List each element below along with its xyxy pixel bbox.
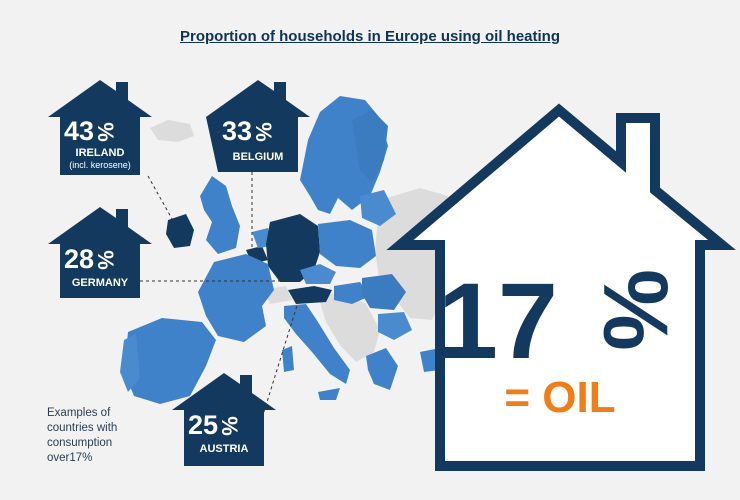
map-region-sardinia <box>282 346 294 372</box>
percent-icon: % <box>217 416 242 436</box>
map-region-germany <box>266 214 320 282</box>
house-icon <box>48 207 152 298</box>
callout-germany: 28 % GERMANY <box>48 207 152 298</box>
footnote: Examples of countries with consumption o… <box>47 406 157 466</box>
page-title: Proportion of households in Europe using… <box>180 28 560 45</box>
callout-austria: 25 % AUSTRIA <box>172 373 276 466</box>
map-region-balkans <box>318 292 380 362</box>
headline-percent-icon: % <box>584 269 686 351</box>
footnote-line: over17% <box>47 452 93 464</box>
house-icon <box>48 80 152 175</box>
map-region-greece <box>366 348 398 390</box>
map-region-sicily <box>318 388 340 400</box>
headline-house: 17 % = OIL <box>386 103 736 471</box>
callout-country: GERMANY <box>72 277 129 289</box>
callout-ireland: 43 % IRELAND (incl. kerosene) <box>48 80 152 175</box>
callout-country: BELGIUM <box>233 151 284 163</box>
map-region-italy <box>284 304 350 384</box>
callout-value: 33 <box>222 116 252 146</box>
headline-caption: = OIL <box>504 373 615 422</box>
map-region-austria <box>288 286 332 304</box>
callout-country: AUSTRIA <box>200 443 249 455</box>
europe-map <box>120 96 470 404</box>
footnote-line: consumption <box>47 437 113 449</box>
callout-country: IRELAND <box>76 147 125 159</box>
callout-value: 43 <box>64 116 94 146</box>
map-region-bulgaria <box>378 312 412 340</box>
callout-value: 28 <box>64 244 94 274</box>
house-body <box>218 117 298 172</box>
map-region-ireland <box>166 214 194 248</box>
map-region-uk <box>200 176 240 254</box>
map-region-romania <box>362 274 406 310</box>
headline-value: 17 <box>438 260 558 381</box>
house-icon <box>172 373 276 466</box>
map-region-france <box>198 254 274 342</box>
callout-value: 25 <box>188 410 218 440</box>
percent-icon: % <box>93 250 118 270</box>
percent-icon: % <box>93 122 118 142</box>
map-region-poland <box>318 220 376 268</box>
connector-lines <box>140 172 301 419</box>
map-region-iberia <box>124 318 216 404</box>
connector-austria <box>261 295 301 419</box>
callout-belgium: 33 % BELGIUM <box>206 80 310 172</box>
map-region-finland <box>352 110 388 182</box>
map-region-iceland <box>150 120 194 142</box>
map-region-baltics <box>360 190 396 226</box>
connector-ireland <box>147 175 177 227</box>
big-house-outline <box>386 103 736 471</box>
map-region-hungary <box>334 282 370 304</box>
footnote-line: countries with <box>47 422 118 434</box>
percent-icon: % <box>251 122 276 142</box>
footnote-line: Examples of <box>47 407 111 419</box>
map-region-czechia <box>300 264 336 284</box>
map-region-portugal <box>120 334 140 392</box>
callout-note: (incl. kerosene) <box>69 160 131 170</box>
